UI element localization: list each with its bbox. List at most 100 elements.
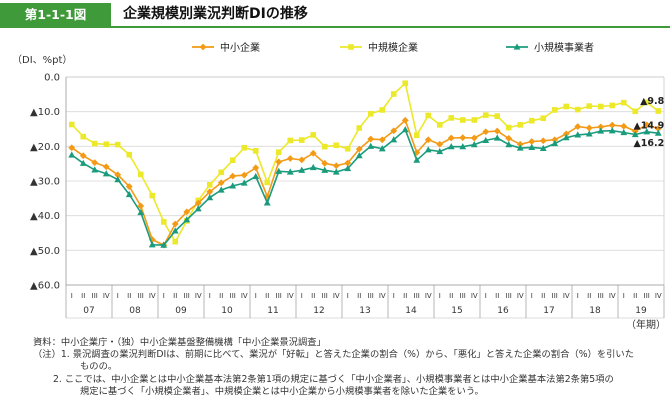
note-2-continued: 規定に基づく「小規模企業者」、中規模企業とは中小企業から小規模事業者を除いた企業… bbox=[80, 385, 484, 397]
year-label: 09 bbox=[175, 306, 187, 316]
data-point bbox=[413, 132, 420, 139]
data-point bbox=[413, 149, 421, 156]
data-point bbox=[425, 112, 432, 119]
data-point bbox=[229, 172, 237, 180]
data-point bbox=[298, 137, 305, 143]
x-tick-label: I bbox=[439, 292, 441, 300]
year-label: 12 bbox=[313, 306, 324, 316]
data-point bbox=[218, 169, 225, 176]
x-tick-label: III bbox=[92, 292, 98, 300]
series-line bbox=[71, 128, 659, 246]
data-point bbox=[643, 121, 651, 129]
x-tick-label: II bbox=[265, 292, 269, 300]
data-point bbox=[194, 199, 202, 207]
data-point bbox=[643, 99, 650, 106]
legend: 中小企業 中規模企業 小規模事業者 bbox=[192, 41, 594, 54]
data-point bbox=[102, 170, 110, 177]
x-tick-label: III bbox=[368, 292, 374, 300]
x-tick-label: IV bbox=[333, 292, 340, 300]
data-point bbox=[516, 140, 524, 148]
data-point bbox=[597, 127, 605, 134]
x-tick-label: I bbox=[531, 292, 533, 300]
data-point bbox=[597, 103, 604, 110]
data-point bbox=[447, 143, 455, 150]
series-line bbox=[71, 82, 659, 243]
data-point bbox=[68, 144, 76, 152]
data-point bbox=[229, 182, 237, 189]
x-tick-label: IV bbox=[287, 292, 294, 300]
data-point bbox=[620, 128, 628, 136]
data-point bbox=[562, 130, 570, 138]
x-tick-label: I bbox=[209, 292, 211, 300]
data-point bbox=[344, 159, 352, 167]
data-point bbox=[516, 144, 524, 151]
legend-marker bbox=[513, 43, 521, 50]
data-point bbox=[332, 162, 340, 170]
data-point bbox=[125, 190, 133, 198]
data-point bbox=[160, 219, 167, 225]
y-tick-label: ▲60.0 bbox=[30, 281, 60, 292]
data-point bbox=[240, 171, 248, 179]
legend-marker bbox=[348, 44, 354, 50]
x-tick-label: IV bbox=[517, 292, 524, 300]
data-point bbox=[401, 126, 409, 133]
series-line bbox=[71, 119, 659, 246]
x-tick-label: I bbox=[71, 292, 73, 300]
y-tick-label: ▲30.0 bbox=[30, 177, 60, 188]
data-point bbox=[137, 208, 145, 216]
data-point bbox=[540, 115, 547, 122]
x-tick-label: IV bbox=[655, 292, 662, 300]
data-point bbox=[183, 216, 191, 223]
year-label: 13 bbox=[359, 306, 370, 316]
data-point bbox=[436, 147, 444, 155]
x-tick-label: I bbox=[117, 292, 119, 300]
data-point bbox=[482, 136, 490, 144]
data-point bbox=[172, 238, 179, 245]
data-point bbox=[171, 220, 179, 228]
data-point bbox=[252, 148, 259, 154]
end-value-label: ▲14.9 bbox=[634, 121, 665, 132]
data-point bbox=[103, 141, 110, 148]
data-point bbox=[241, 144, 248, 151]
data-point bbox=[424, 146, 432, 153]
data-point bbox=[148, 241, 156, 248]
x-tick-label: III bbox=[184, 292, 190, 300]
data-point bbox=[620, 122, 628, 130]
note-1: （注）1. 景況調査の業況判断DIは、前期に比べて、業況が「好転」と答えた企業の… bbox=[33, 349, 635, 361]
data-point bbox=[355, 152, 363, 159]
data-point bbox=[436, 140, 444, 148]
end-value-label: ▲16.2 bbox=[634, 138, 665, 149]
data-point bbox=[459, 117, 466, 123]
data-point bbox=[597, 123, 605, 131]
data-point bbox=[585, 124, 593, 132]
notes: 資料：中小企業庁・（独）中小企業基盤整備機構「中小企業景況調査」 （注）1. 景… bbox=[33, 337, 665, 398]
data-point bbox=[171, 227, 179, 234]
data-point bbox=[482, 112, 489, 118]
source-note: 資料：中小企業庁・（独）中小企業基盤整備機構「中小企業景況調査」 bbox=[33, 337, 326, 348]
data-point bbox=[80, 133, 87, 140]
data-point bbox=[574, 131, 582, 138]
x-tick-label: III bbox=[138, 292, 144, 300]
data-point bbox=[309, 149, 317, 157]
legend-label: 中規模企業 bbox=[368, 41, 418, 54]
x-tick-label: I bbox=[485, 292, 487, 300]
x-tick-label: IV bbox=[103, 292, 110, 300]
data-point bbox=[447, 134, 455, 142]
data-point bbox=[482, 128, 490, 136]
data-point bbox=[310, 132, 317, 138]
data-point bbox=[287, 137, 294, 144]
data-point bbox=[378, 145, 386, 152]
data-point bbox=[160, 241, 168, 248]
x-tick-label: IV bbox=[609, 292, 616, 300]
data-point bbox=[631, 130, 639, 138]
data-point bbox=[240, 179, 248, 186]
data-point bbox=[390, 127, 398, 135]
x-tick-label: III bbox=[276, 292, 282, 300]
data-point bbox=[114, 141, 121, 148]
data-point bbox=[632, 108, 639, 115]
figure-number-badge: 第1-1-1図 bbox=[0, 3, 111, 26]
x-tick-label: III bbox=[598, 292, 604, 300]
data-point bbox=[321, 159, 329, 167]
data-point bbox=[378, 136, 386, 144]
x-tick-label: II bbox=[449, 292, 453, 300]
